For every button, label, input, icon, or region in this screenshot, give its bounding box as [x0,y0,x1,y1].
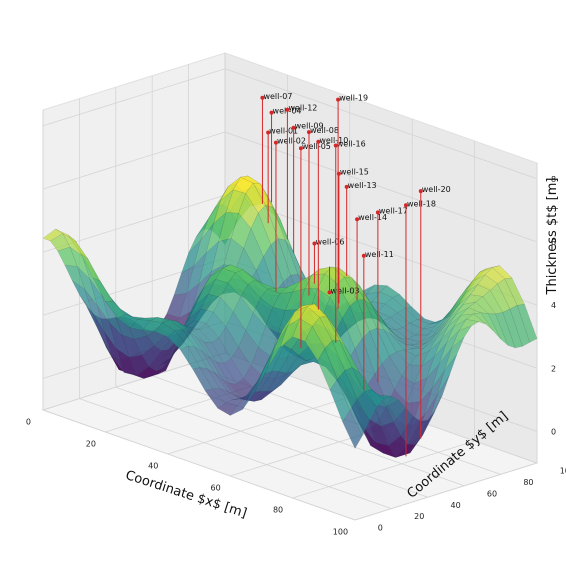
well-label: well-18 [407,199,436,208]
grid-line-z [42,131,226,190]
well-label: well-09 [295,122,324,131]
z-tick-label: 6 [551,238,556,247]
well-point [306,130,311,135]
well-point [355,217,360,222]
y-tick-label: 20 [414,512,424,521]
grid-line-x [354,462,538,521]
well-point [312,241,317,246]
well-label: well-14 [358,213,387,222]
well-point [269,110,274,115]
z-tick-label: 0 [551,427,556,436]
surface-patch [495,312,516,349]
surface-patch [407,419,429,445]
x-tick-label: 100 [333,528,348,537]
well-label: well-06 [315,238,344,247]
well-label: well-16 [337,139,366,148]
grid-line-x [167,396,350,455]
grid-line-y [115,386,428,498]
well-label: well-15 [340,168,369,177]
grid-line-y [152,375,465,487]
surface-patch [480,312,501,340]
well-label: well-13 [348,181,377,190]
surface-patch [342,410,363,449]
surface-patch [349,398,370,437]
well-point [336,97,341,102]
well-label: well-08 [310,126,339,135]
well-point [266,130,271,135]
well-point [285,107,290,112]
well-point [291,125,296,130]
well-label: well-02 [277,137,306,146]
well-label: well-11 [365,250,394,259]
x-tick-label: 20 [86,440,96,449]
grid-line-y [79,398,392,509]
well-label: well-01 [269,127,298,136]
well-point [375,210,380,215]
surface-patch [502,308,523,349]
z-tick-label: 4 [551,301,556,310]
well-label: well-07 [263,92,292,101]
surface-patch [415,410,436,445]
x-tick-label: 80 [273,506,283,515]
well-label: well-05 [302,142,331,151]
x-tick-label: 40 [148,462,158,471]
surface-patch [465,313,487,325]
well-label: well-12 [288,104,317,113]
well-point [327,290,332,295]
surface-patch [393,407,414,437]
well-label: well-10 [319,136,348,145]
surface-patch [487,313,509,346]
well-point [273,140,278,145]
y-tick-label: 60 [487,489,497,498]
y-tick-label: 0 [378,524,383,533]
well-point [260,95,265,100]
thickness-surface [42,175,538,458]
grid-line-z [224,68,538,180]
well-point [344,184,349,189]
x-tick-label: 60 [211,484,221,493]
well-point [333,143,338,148]
axis-ticks: 0 20 40 60 80 100 0 20 40 60 80 100 0 2 4 6 8 [26,175,566,537]
well-markers: well-01well-02well-03well-04well-05well-… [260,92,451,457]
grid-line-z [224,131,538,243]
surface-patch [356,391,378,422]
well-label: well-19 [339,94,368,103]
well-point [361,253,366,258]
well-label: well-20 [422,185,451,194]
well-point [403,203,408,208]
x-tick-label: 0 [26,418,31,427]
z-axis-label: Thickness $t$ [m] [545,178,560,296]
z-tick-label: 2 [551,364,556,373]
well-point [316,139,321,144]
surface-patch [473,312,494,332]
grid-line-y [42,409,356,521]
y-tick-label: 80 [523,478,533,487]
grid-line-x [292,440,475,499]
z-tick-label: 8 [551,175,556,184]
y-tick-label: 40 [451,501,461,510]
well-label: well-17 [379,206,408,215]
grid-line-z [42,68,226,127]
well-label: well-03 [331,286,360,295]
well-point [418,189,423,194]
y-tick-label: 100 [560,467,566,476]
well-point [298,146,303,151]
